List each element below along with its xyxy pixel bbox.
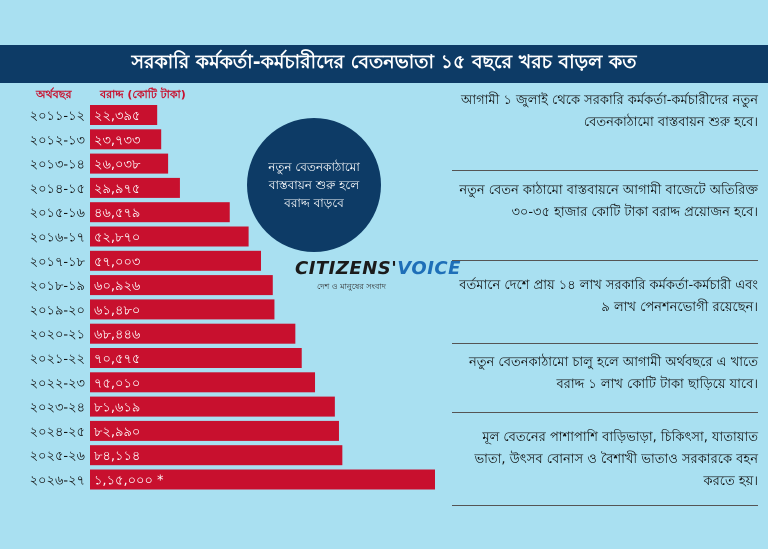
year-label: ২০১৯-২০ — [30, 303, 85, 318]
bar — [90, 420, 339, 441]
value-label: ৬০,৯২৬ — [94, 279, 141, 294]
year-label: ২০১৩-১৪ — [30, 158, 85, 173]
bar-chart: ২০১১-১২ ২২,৩৯৫ ২০১২-১৩ ২৩,৭৩৩ ২০১৩-১৪ ২৬,০৩৮ ২… — [30, 105, 435, 490]
fact-4: নতুন বেতনকাঠামো চালু হলে আগামী অর্থবছরে … — [469, 355, 758, 392]
bar — [90, 177, 180, 198]
fact-divider — [452, 505, 758, 506]
bar — [90, 299, 275, 320]
bar — [90, 226, 249, 247]
value-label: ২৩,৭৩৩ — [94, 133, 140, 148]
value-label: ৭৫,০১০ — [94, 376, 140, 391]
fact-divider — [452, 170, 758, 171]
year-label: ২০২০-২১ — [30, 328, 85, 343]
value-label: ২৯,৯৭৫ — [94, 182, 140, 197]
fact-1: আগামী ১ জুলাই থেকে সরকারি কর্মকর্তা-কর্ম… — [460, 93, 758, 130]
year-label: ২০২৩-২৪ — [30, 401, 85, 416]
value-label: ২২,৩৯৫ — [94, 109, 140, 124]
bar — [90, 153, 169, 174]
year-label: ২০১৪-১৫ — [30, 182, 85, 197]
fact-divider — [452, 260, 758, 261]
value-label: ৪৬,৫৭৯ — [94, 206, 140, 221]
year-label: ২০১১-১২ — [30, 109, 85, 124]
value-label: ৮২,৯৯০ — [94, 425, 140, 440]
fact-3: বর্তমানে দেশে প্রায় ১৪ লাখ সরকারি কর্মক… — [459, 278, 758, 315]
citizens-voice-logo: CITIZENS'VOICE দেশ ও মানুষের সংবাদ — [295, 258, 460, 303]
bar — [90, 323, 296, 344]
bar — [90, 275, 273, 296]
year-label: ২০১৫-১৬ — [30, 206, 86, 221]
year-column-header: অর্থবছর — [36, 88, 72, 101]
value-label: ৫৭,০০৩ — [94, 255, 140, 270]
year-label: ২০১৭-১৮ — [30, 255, 86, 270]
value-label: ১,১৫,০০০ * — [94, 474, 164, 489]
bar — [90, 105, 158, 125]
chart-title: সরকারি কর্মকর্তা-কর্মচারীদের বেতনভাতা ১৫… — [0, 45, 768, 83]
value-label: ৬১,৪৮০ — [94, 303, 140, 318]
bar — [90, 348, 302, 368]
bar — [90, 469, 435, 490]
year-label: ২০২১-২২ — [30, 352, 85, 367]
bar — [90, 445, 343, 466]
logo-name-part2: VOICE — [397, 258, 461, 279]
value-label: ৬৮,৪৪৬ — [94, 328, 141, 343]
logo-tagline: দেশ ও মানুষের সংবাদ — [317, 282, 386, 291]
fact-divider — [452, 412, 758, 413]
year-label: ২০২৪-২৫ — [30, 425, 85, 440]
year-label: ২০১৬-১৭ — [30, 231, 85, 246]
bar — [90, 202, 230, 223]
bar — [90, 396, 335, 417]
year-label: ২০১৮-১৯ — [30, 279, 85, 294]
bubble-text: নতুন বেতনকাঠামো বাস্তবায়ন শুরু হলে বরাদ… — [268, 160, 360, 210]
fact-2: নতুন বেতন কাঠামো বাস্তবায়নে আগামী বাজেট… — [459, 183, 758, 220]
bar — [90, 250, 262, 271]
bar — [90, 372, 316, 393]
year-label: ২০২২-২৩ — [30, 376, 85, 391]
value-label: ৫২,৮৭০ — [94, 231, 140, 246]
fact-5: মূল বেতনের পাশাপাশি বাড়িভাড়া, চিকিৎসা,… — [474, 430, 758, 489]
logo-name-part1: CITIZENS' — [295, 258, 398, 279]
value-label: ২৬,০৩৮ — [94, 158, 141, 173]
value-label: ৭০,৫৭৫ — [94, 352, 140, 367]
year-label: ২০২৫-২৬ — [30, 449, 86, 464]
year-label: ২০১২-১৩ — [30, 133, 85, 148]
value-label: ৮১,৬১৯ — [94, 401, 140, 416]
bar — [90, 129, 162, 150]
value-label: ৮৪,১১৪ — [94, 449, 140, 464]
info-bubble: নতুন বেতনকাঠামো বাস্তবায়ন শুরু হলে বরাদ… — [247, 118, 381, 252]
allocation-column-header: বরাদ্দ (কোটি টাকা) — [100, 88, 186, 101]
fact-divider — [452, 343, 758, 344]
year-label: ২০২৬-২৭ — [30, 474, 85, 489]
